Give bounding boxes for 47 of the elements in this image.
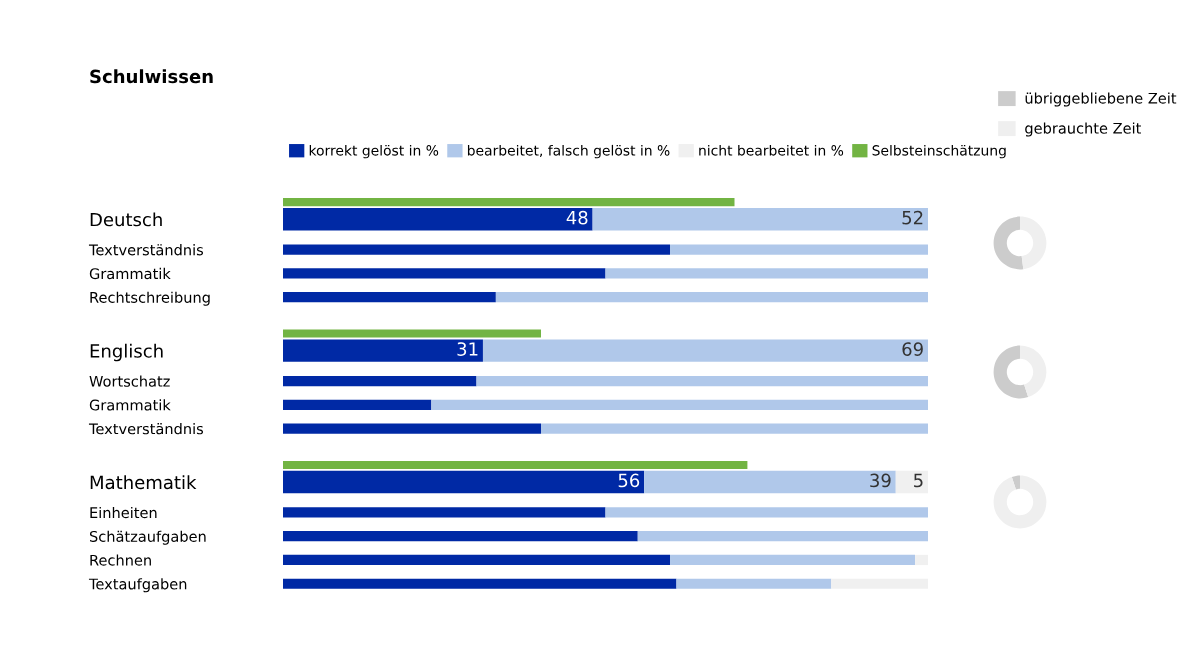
legend-label: gebrauchte Zeit — [1025, 122, 1142, 137]
bar — [670, 554, 916, 566]
y-tick-label: Textverständnis — [88, 244, 204, 256]
donut-slice — [993, 475, 1047, 529]
bar — [283, 198, 735, 207]
donut-slice — [1020, 216, 1047, 270]
data-label: 39 — [870, 473, 891, 488]
chart-title: Schulwissen — [90, 69, 213, 84]
bar — [283, 399, 432, 410]
y-tick-label: Wortschatz — [89, 375, 170, 387]
y-tick-label: Grammatik — [89, 399, 171, 411]
bar — [541, 423, 928, 434]
bar — [283, 554, 670, 566]
data-label: 48 — [566, 210, 588, 225]
bar — [283, 329, 541, 338]
bar — [495, 292, 928, 303]
donut-slice — [1020, 345, 1047, 398]
bar — [431, 399, 928, 410]
data-label: 52 — [902, 210, 923, 225]
legend-label: Selbsteinschätzung — [872, 144, 1006, 159]
bar — [283, 292, 496, 303]
y-tick-label: Einheiten — [90, 506, 157, 519]
y-tick-label: Textaufgaben — [88, 578, 187, 593]
y-tick-label: Mathematik — [90, 475, 197, 490]
legend-label: bearbeitet, falsch gelöst in % — [467, 144, 670, 159]
data-label: 5 — [914, 473, 923, 488]
legend-label: nicht bearbeitet in % — [699, 144, 844, 156]
data-label: 69 — [902, 342, 923, 356]
bar — [283, 423, 541, 434]
legend-label: übriggebliebene Zeit — [1025, 92, 1177, 107]
bar — [283, 268, 606, 279]
bar — [283, 460, 748, 469]
y-tick-label: Englisch — [90, 343, 163, 362]
y-tick-label: Grammatik — [89, 267, 171, 280]
y-tick-label: Rechtschreibung — [90, 291, 210, 306]
y-tick-label: Rechnen — [90, 554, 151, 566]
data-label: 56 — [618, 473, 640, 488]
bar — [915, 554, 928, 566]
data-label: 31 — [457, 342, 478, 356]
donut-slice — [993, 345, 1029, 399]
bar — [605, 268, 928, 279]
y-tick-label: Textverständnis — [88, 423, 204, 435]
y-tick-label: Deutsch — [90, 212, 162, 227]
donut-slice — [993, 216, 1024, 270]
donut-slice — [1011, 475, 1020, 490]
y-tick-label: Schätzaufgaben — [89, 530, 206, 545]
legend-label: korrekt gelöst in % — [309, 144, 439, 159]
